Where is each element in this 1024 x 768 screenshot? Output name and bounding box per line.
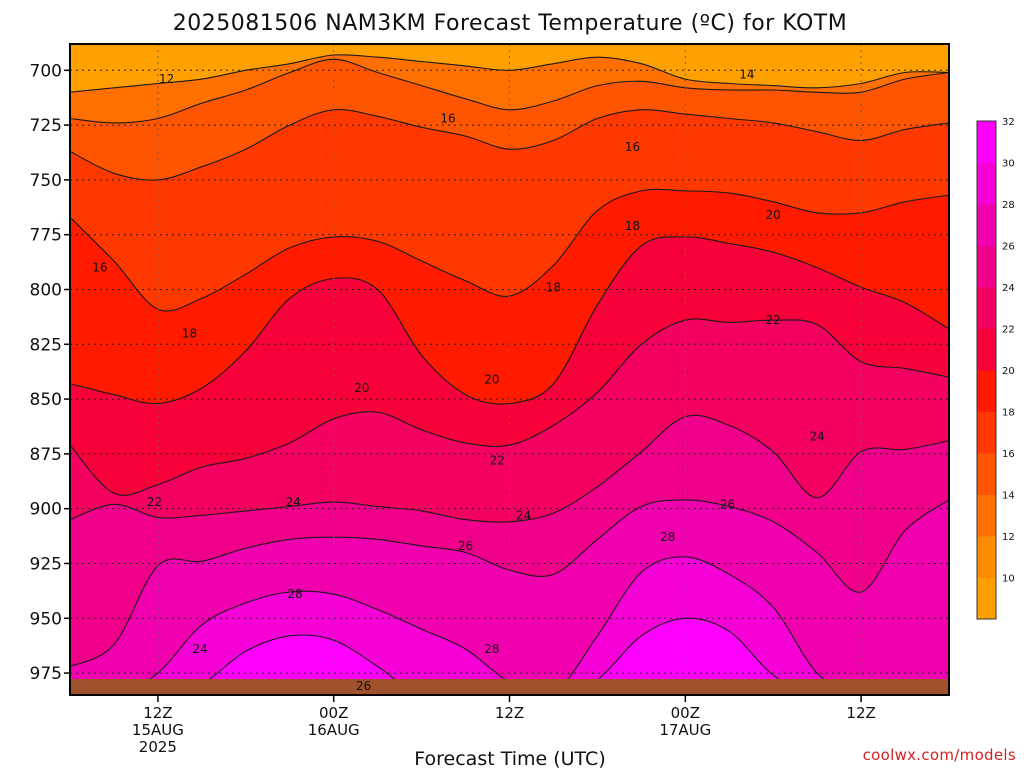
x-tick-label-10-1: 00Z bbox=[319, 704, 348, 722]
colorbar-segment-4 bbox=[977, 411, 996, 454]
contour-label-24: 24 bbox=[810, 429, 825, 443]
contour-label-16: 16 bbox=[92, 261, 107, 275]
colorbar-segment-8 bbox=[977, 245, 996, 288]
colorbar-label-14: 14 bbox=[1002, 491, 1015, 502]
colorbar-label-18: 18 bbox=[1002, 408, 1015, 419]
x-tick-label-40-1: 12Z bbox=[846, 704, 875, 722]
contour-label-20: 20 bbox=[766, 208, 781, 222]
x-tick-label-20-1: 12Z bbox=[495, 704, 524, 722]
contour-label-26: 26 bbox=[458, 539, 473, 553]
x-axis-label: Forecast Time (UTC) bbox=[414, 748, 605, 768]
y-axis: 700 725 750 775 800 825 850 875 900 925 950 975 bbox=[30, 61, 70, 684]
colorbar-label-16: 16 bbox=[1002, 449, 1015, 460]
y-tick-label-775: 775 bbox=[30, 226, 62, 246]
contour-label-24: 24 bbox=[516, 508, 531, 522]
contour-label-24: 24 bbox=[192, 642, 207, 656]
contour-label-20: 20 bbox=[354, 381, 369, 395]
temperature-fills bbox=[70, 54, 949, 695]
colorbar-segment-3 bbox=[977, 453, 996, 495]
y-tick-label-875: 875 bbox=[30, 445, 62, 465]
y-tick-label-750: 750 bbox=[30, 171, 62, 191]
colorbar-label-22: 22 bbox=[1002, 325, 1015, 336]
contour-label-18: 18 bbox=[625, 219, 640, 233]
contour-label-16: 16 bbox=[625, 140, 640, 154]
colorbar: 10 12 14 16 18 20 22 24 26 28 30 32 bbox=[976, 117, 1015, 620]
colorbar-label-28: 28 bbox=[1002, 200, 1015, 211]
y-tick-label-950: 950 bbox=[30, 609, 62, 629]
isotherm-22 bbox=[70, 318, 949, 496]
y-tick-label-700: 700 bbox=[30, 61, 62, 81]
isotherm-24 bbox=[70, 414, 949, 523]
colorbar-segment-9 bbox=[977, 204, 996, 246]
contour-label-26: 26 bbox=[720, 497, 735, 511]
x-tick-label-0-1: 12Z bbox=[143, 704, 172, 722]
contour-label-14: 14 bbox=[739, 68, 754, 82]
ground-surface bbox=[70, 679, 949, 695]
colorbar-segment-7 bbox=[977, 287, 996, 329]
credit-text: coolwx.com/models bbox=[863, 746, 1016, 764]
colorbar-label-12: 12 bbox=[1002, 532, 1015, 543]
grid-lines bbox=[70, 44, 949, 695]
y-tick-label-725: 725 bbox=[30, 116, 62, 136]
y-tick-label-800: 800 bbox=[30, 280, 62, 300]
contour-label-12: 12 bbox=[159, 72, 174, 86]
contour-label-22: 22 bbox=[766, 313, 781, 327]
y-tick-label-850: 850 bbox=[30, 390, 62, 410]
colorbar-segment-1 bbox=[977, 536, 996, 578]
contour-label-28: 28 bbox=[287, 587, 302, 601]
colorbar-label-32: 32 bbox=[1002, 117, 1015, 128]
colorbar-segment-11 bbox=[977, 121, 996, 163]
contour-label-22: 22 bbox=[490, 453, 505, 467]
contour-label-20: 20 bbox=[484, 372, 499, 386]
y-tick-label-825: 825 bbox=[30, 335, 62, 355]
plot-area: 12 14 16 16 16 18 18 18 20 20 20 22 22 22 24 24 24 26 26 26… bbox=[69, 43, 950, 696]
colorbar-segment-10 bbox=[977, 162, 996, 205]
contour-label-18: 18 bbox=[546, 280, 561, 294]
colorbar-segment-0 bbox=[977, 577, 996, 620]
colorbar-frame bbox=[976, 120, 997, 620]
contour-label-24: 24 bbox=[286, 495, 301, 509]
contour-label-26: 26 bbox=[356, 679, 371, 693]
colorbar-label-10: 10 bbox=[1002, 574, 1015, 585]
x-tick-label-10-2: 16AUG bbox=[308, 721, 360, 739]
chart-title: 2025081506 NAM3KM Forecast Temperature (… bbox=[173, 11, 847, 36]
contour-labels: 12 14 16 16 16 18 18 18 20 20 20 22 22 22 24 24 24 26 26 26… bbox=[92, 68, 825, 694]
colorbar-label-20: 20 bbox=[1002, 366, 1015, 377]
contour-label-28: 28 bbox=[484, 642, 499, 656]
colorbar-segment-5 bbox=[977, 370, 996, 412]
x-tick-label-0-3: 2025 bbox=[139, 738, 177, 756]
isotherm-16 bbox=[70, 108, 949, 181]
colorbar-label-26: 26 bbox=[1002, 242, 1015, 253]
contour-label-22: 22 bbox=[147, 495, 162, 509]
contour-label-16: 16 bbox=[440, 112, 455, 126]
contour-label-28: 28 bbox=[660, 530, 675, 544]
x-tick-label-30-2: 17AUG bbox=[659, 721, 711, 739]
colorbar-segment-6 bbox=[977, 328, 996, 371]
y-tick-label-975: 975 bbox=[30, 664, 62, 684]
y-tick-label-925: 925 bbox=[30, 554, 62, 574]
y-tick-label-900: 900 bbox=[30, 500, 62, 520]
x-tick-label-30-1: 00Z bbox=[671, 704, 700, 722]
colorbar-label-24: 24 bbox=[1002, 283, 1015, 294]
isotherm-14 bbox=[70, 58, 949, 124]
x-tick-label-0-2: 15AUG bbox=[132, 721, 184, 739]
isotherm-20 bbox=[70, 236, 949, 405]
isotherm-26 bbox=[70, 499, 949, 668]
colorbar-label-30: 30 bbox=[1002, 159, 1015, 170]
colorbar-segment-2 bbox=[977, 494, 996, 537]
contour-label-18: 18 bbox=[182, 326, 197, 340]
fill-band-30 bbox=[170, 618, 810, 695]
